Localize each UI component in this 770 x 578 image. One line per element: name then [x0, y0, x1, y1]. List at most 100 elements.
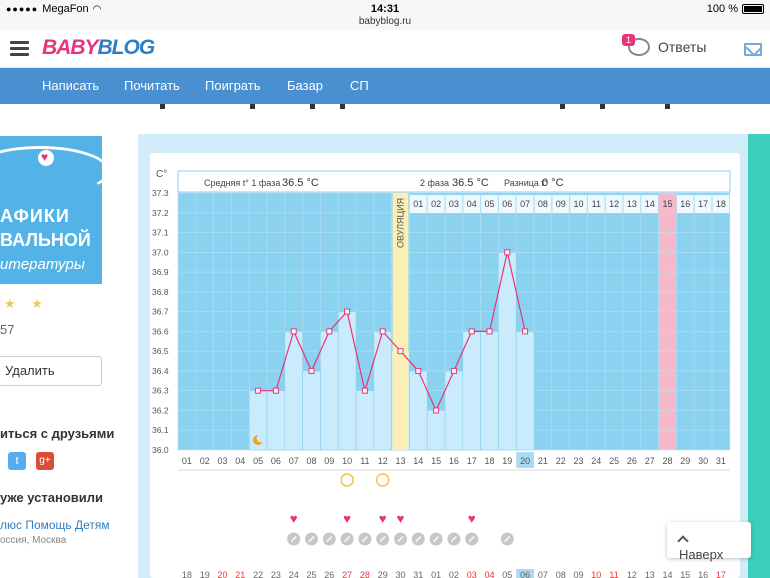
temperature-bar: [266, 390, 286, 451]
phase2-value: 36.5 °С: [452, 177, 489, 189]
check-icon-mark: [450, 536, 457, 542]
top-day-label: 01: [413, 199, 423, 209]
mail-icon[interactable]: [744, 43, 762, 56]
carrier-block: ●●●●● MegaFon ◠: [6, 3, 101, 15]
back-to-top-button[interactable]: Наверх: [667, 522, 751, 562]
temperature-point: [344, 308, 351, 315]
rating-stars[interactable]: ★ ★: [4, 296, 49, 311]
check-icon-mark: [468, 536, 475, 542]
temperature-point: [290, 328, 297, 335]
status-time: 14:31: [370, 3, 400, 15]
menu-icon[interactable]: [10, 41, 29, 56]
check-icon-mark: [415, 536, 422, 542]
y-axis-label: С°: [156, 169, 167, 180]
circle-marker: [376, 473, 390, 487]
nav-item-sp[interactable]: СП: [350, 78, 369, 93]
top-day-bg: [552, 195, 570, 213]
bottom-date-label: 02: [449, 570, 459, 578]
address-url[interactable]: babyblog.ru: [358, 16, 412, 27]
nav-item-read[interactable]: Почитать: [124, 78, 180, 93]
bottom-date-label: 11: [609, 570, 618, 578]
nav-item-bazaar[interactable]: Базар: [287, 78, 324, 93]
bottom-date-label: 07: [538, 570, 548, 578]
top-day-bg: [481, 195, 498, 213]
bottom-date-label: 06: [520, 570, 530, 578]
top-day-label: 18: [716, 199, 726, 209]
chat-bubble-icon: 1: [622, 34, 650, 56]
moon-icon-cutout: [256, 433, 266, 443]
y-tick-label: 36.9: [152, 267, 169, 277]
nav-item-write[interactable]: Написать: [42, 78, 100, 93]
charity-link[interactable]: люс Помощь Детям: [0, 518, 110, 532]
heart-icon: ♥: [379, 511, 387, 526]
x-day-highlight: [516, 452, 534, 468]
ovulation-column: [392, 171, 409, 450]
y-tick-label: 36.1: [152, 425, 169, 435]
bottom-date-label: 03: [467, 570, 477, 578]
delete-button[interactable]: Удалить: [0, 356, 102, 386]
x-day-label: 26: [627, 456, 637, 466]
x-day-label: 25: [609, 456, 619, 466]
x-day-label: 06: [271, 456, 281, 466]
x-day-label: 27: [645, 456, 655, 466]
phase2-label: 2 фаза: [420, 178, 449, 188]
y-tick-label: 36.5: [152, 346, 169, 356]
y-tick-label: 37.3: [152, 188, 169, 198]
x-day-label: 07: [289, 456, 299, 466]
check-icon-mark: [326, 536, 333, 542]
top-day-label: 11: [592, 199, 601, 209]
battery-icon: [742, 4, 764, 14]
bottom-date-label: 29: [378, 570, 388, 578]
x-day-label: 31: [716, 456, 726, 466]
bottom-date-label: 17: [716, 570, 726, 578]
temperature-point: [272, 387, 279, 394]
temperature-bar: [444, 370, 464, 451]
day-markers: ♥ ♥ ♥ ♥ ♥: [253, 433, 514, 546]
side-accent-bar: [748, 134, 770, 578]
logo-text-blog: BLOG: [97, 36, 156, 59]
temperature-point: [361, 387, 368, 394]
temperature-bar: [515, 331, 535, 451]
top-day-bg: [641, 195, 659, 213]
x-day-label: 11: [360, 456, 369, 466]
image-text-line1: АФИКИ: [0, 206, 70, 226]
top-day-bg: [409, 195, 427, 213]
google-plus-icon[interactable]: g+: [36, 452, 54, 470]
pink-column: [658, 193, 677, 450]
check-icon-mark: [361, 536, 368, 542]
check-icon-mark: [433, 536, 440, 542]
x-day-label: 17: [467, 456, 477, 466]
x-day-label: 15: [431, 456, 441, 466]
top-day-label: 02: [431, 199, 441, 209]
temperature-point: [379, 328, 386, 335]
x-day-label: 22: [556, 456, 566, 466]
temperature-line: [255, 249, 529, 414]
top-day-bg: [712, 195, 730, 213]
top-day-bg: [605, 195, 623, 213]
temperature-point: [397, 348, 404, 355]
site-logo[interactable]: BABYBLOG: [42, 36, 156, 60]
bottom-date-label: 30: [395, 570, 405, 578]
phase-header: [177, 170, 731, 193]
heart-icon: ♥: [343, 511, 351, 526]
heart-icon: [38, 150, 54, 166]
top-day-bg: [587, 195, 605, 213]
top-day-label: 16: [680, 199, 690, 209]
bottom-date-label: 08: [556, 570, 566, 578]
main-nav: Написать Почитать Поиграть Базар СП: [0, 68, 770, 104]
bottom-date-label: 05: [502, 570, 512, 578]
twitter-icon[interactable]: t: [8, 452, 26, 470]
answers-label: Ответы: [658, 39, 707, 55]
article-image[interactable]: АФИКИ ВАЛЬНОЙ итературы: [0, 136, 102, 284]
bottom-date-label: 21: [235, 570, 245, 578]
check-icon-mark: [308, 536, 315, 542]
nav-item-play[interactable]: Поиграть: [205, 78, 261, 93]
y-tick-label: 36.6: [152, 326, 169, 336]
bottom-date-label: 16: [698, 570, 708, 578]
back-to-top-label: Наверх: [679, 547, 724, 562]
x-day-label: 01: [182, 456, 192, 466]
bottom-date-label: 15: [680, 570, 690, 578]
heart-icon: ♥: [397, 511, 405, 526]
image-text-line2: ВАЛЬНОЙ: [0, 230, 91, 250]
answers-link[interactable]: 1 Ответы: [622, 34, 707, 56]
